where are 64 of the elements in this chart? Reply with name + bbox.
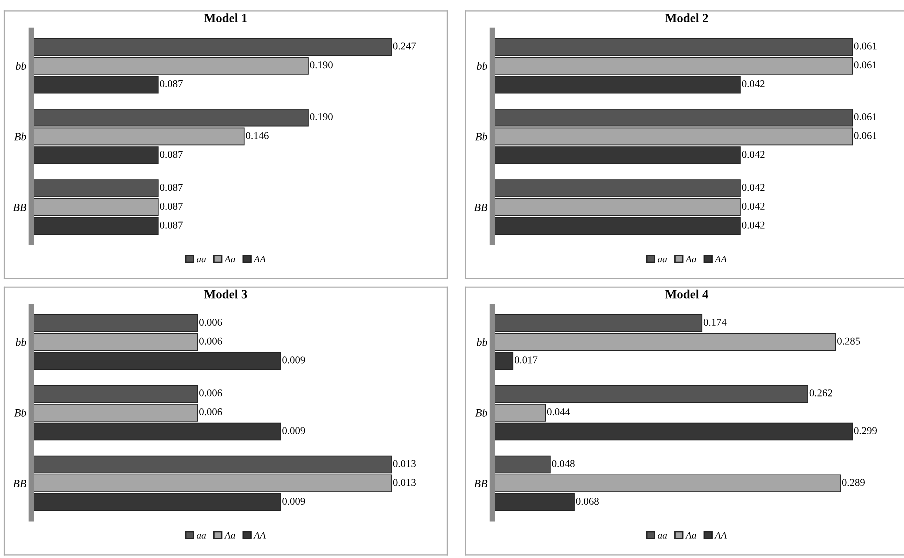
data-label: 0.042 xyxy=(742,151,765,158)
data-label: 0.044 xyxy=(547,408,570,416)
data-label: 0.262 xyxy=(810,390,832,397)
data-label: 0.087 xyxy=(160,151,183,158)
data-label: 0.061 xyxy=(854,113,877,121)
y-tick-label: Bb xyxy=(14,132,26,141)
data-label: 0.285 xyxy=(838,338,860,345)
data-label: 0.042 xyxy=(742,184,765,192)
y-tick-label: Bb xyxy=(476,409,488,417)
legend-label: aa xyxy=(658,534,668,539)
y-tick-label: Bb xyxy=(14,409,26,417)
chart-title: Model 1 xyxy=(204,14,248,22)
legend-label: Aa xyxy=(224,256,236,263)
y-tick-label: BB xyxy=(474,204,488,212)
data-label: 0.006 xyxy=(200,408,222,416)
data-label: 0.013 xyxy=(393,460,416,468)
data-label: 0.247 xyxy=(393,42,416,50)
data-label: 0.017 xyxy=(514,356,538,364)
data-label: 0.009 xyxy=(282,498,306,506)
y-tick-label: bb xyxy=(16,338,26,346)
y-tick-label: bb xyxy=(477,338,488,346)
y-tick-label: BB xyxy=(13,480,27,488)
data-label: 0.048 xyxy=(552,460,575,468)
data-label: 0.009 xyxy=(282,356,306,364)
chart-title: Model 2 xyxy=(666,14,708,22)
data-label: 0.042 xyxy=(742,202,765,210)
data-label: 0.006 xyxy=(200,390,222,397)
data-label: 0.042 xyxy=(742,80,765,88)
legend-label: Aa xyxy=(224,532,236,539)
data-label: 0.087 xyxy=(160,184,183,192)
data-label: 0.087 xyxy=(160,202,183,210)
data-label: 0.174 xyxy=(704,318,727,326)
legend-label: aa xyxy=(196,534,206,539)
data-label: 0.068 xyxy=(576,498,599,506)
y-tick-label: bb xyxy=(477,62,488,70)
y-tick-label: BB xyxy=(474,480,488,488)
data-label: 0.190 xyxy=(310,62,333,69)
legend-label: Aa xyxy=(685,532,696,539)
data-label: 0.061 xyxy=(854,132,877,140)
legend-label: AA xyxy=(714,256,728,263)
data-label: 0.087 xyxy=(160,80,183,88)
data-label: 0.006 xyxy=(200,338,222,345)
y-tick-label: BB xyxy=(13,204,27,212)
data-label: 0.146 xyxy=(246,132,269,140)
data-label: 0.061 xyxy=(854,62,877,69)
legend-label: aa xyxy=(658,258,668,263)
legend-label: AA xyxy=(254,256,266,263)
data-label: 0.289 xyxy=(842,479,865,486)
legend-label: aa xyxy=(196,258,206,263)
data-label: 0.087 xyxy=(160,222,183,229)
chart-title: Model 4 xyxy=(666,290,709,299)
data-label: 0.061 xyxy=(854,42,877,50)
data-label: 0.009 xyxy=(282,427,306,434)
data-label: 0.299 xyxy=(854,427,878,434)
legend-label: AA xyxy=(254,532,266,539)
data-label: 0.013 xyxy=(393,479,416,486)
y-tick-label: bb xyxy=(16,62,26,70)
chart-title: Model 3 xyxy=(204,290,248,299)
data-label: 0.190 xyxy=(310,113,333,121)
data-label: 0.006 xyxy=(200,318,222,326)
legend-label: Aa xyxy=(685,256,696,263)
legend-label: AA xyxy=(714,532,728,539)
data-label: 0.042 xyxy=(742,222,765,229)
y-tick-label: Bb xyxy=(476,132,488,141)
